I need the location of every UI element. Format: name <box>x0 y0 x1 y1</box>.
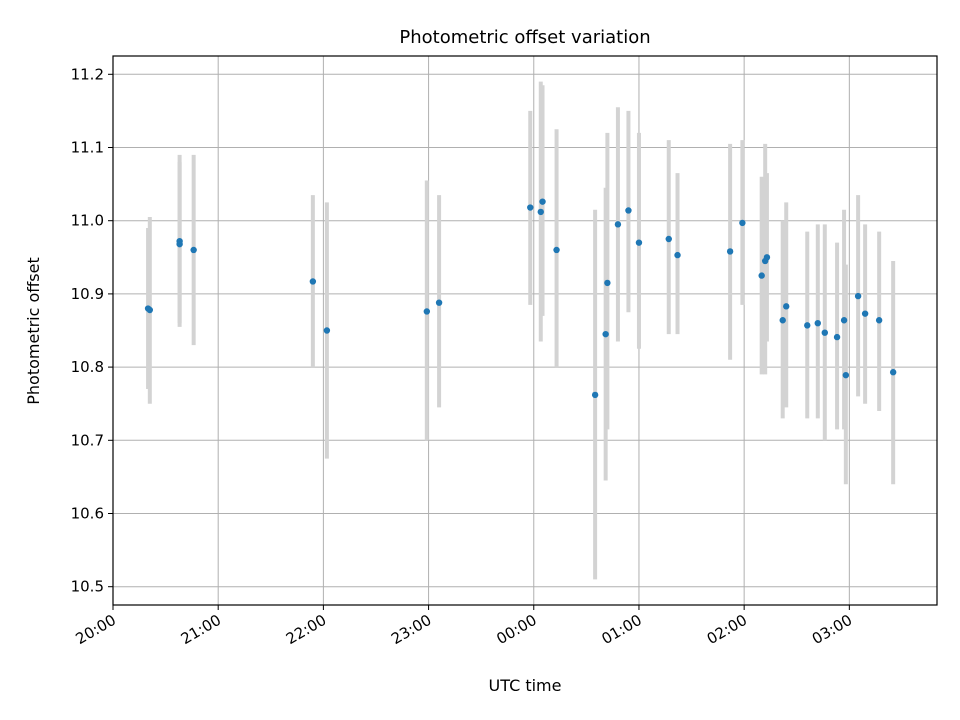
y-tick-label: 11.2 <box>71 65 104 83</box>
data-point <box>190 246 197 254</box>
data-point <box>309 278 317 285</box>
data-point <box>146 306 154 314</box>
data-point <box>527 204 534 211</box>
data-point <box>804 322 811 329</box>
y-axis: 10.5 10.6 10.7 10.8 10.9 11.0 11.1 11.2 <box>71 65 113 596</box>
y-tick-label: 11.0 <box>71 212 104 230</box>
grid-lines <box>112 56 937 605</box>
data-points <box>144 198 897 399</box>
data-point <box>602 330 609 338</box>
chart-title: Photometric offset variation <box>399 27 650 48</box>
y-tick-label: 11.1 <box>71 139 104 157</box>
data-point <box>833 333 841 341</box>
y-tick-label: 10.6 <box>71 505 104 523</box>
data-point <box>842 371 850 379</box>
data-point <box>854 292 862 300</box>
data-point <box>840 317 848 324</box>
data-point <box>537 208 544 216</box>
plot-frame <box>112 55 938 606</box>
data-point <box>591 391 599 399</box>
data-point <box>821 329 828 336</box>
data-point <box>875 317 883 324</box>
data-point <box>635 239 643 246</box>
y-tick-label: 10.9 <box>71 285 104 303</box>
data-point <box>435 299 443 306</box>
data-point <box>783 303 790 310</box>
data-point <box>665 235 672 243</box>
y-axis-label: Photometric offset <box>24 257 43 405</box>
data-point <box>889 369 897 376</box>
data-point <box>604 279 611 287</box>
y-tick-label: 10.5 <box>71 578 104 596</box>
data-point <box>739 219 746 227</box>
data-point <box>814 319 821 327</box>
data-point <box>861 310 869 317</box>
x-axis-label: UTC time <box>489 676 562 695</box>
data-point <box>176 240 183 248</box>
data-point <box>539 198 546 205</box>
data-point <box>614 221 622 228</box>
data-point <box>758 272 765 279</box>
y-tick-label: 10.7 <box>71 431 104 449</box>
data-point <box>674 251 681 259</box>
data-point <box>726 248 734 255</box>
data-point <box>423 308 431 315</box>
data-point <box>763 254 771 261</box>
data-point <box>553 246 560 254</box>
data-point <box>323 327 331 334</box>
data-point <box>625 207 632 214</box>
data-point <box>779 317 786 324</box>
y-tick-label: 10.8 <box>71 358 104 376</box>
